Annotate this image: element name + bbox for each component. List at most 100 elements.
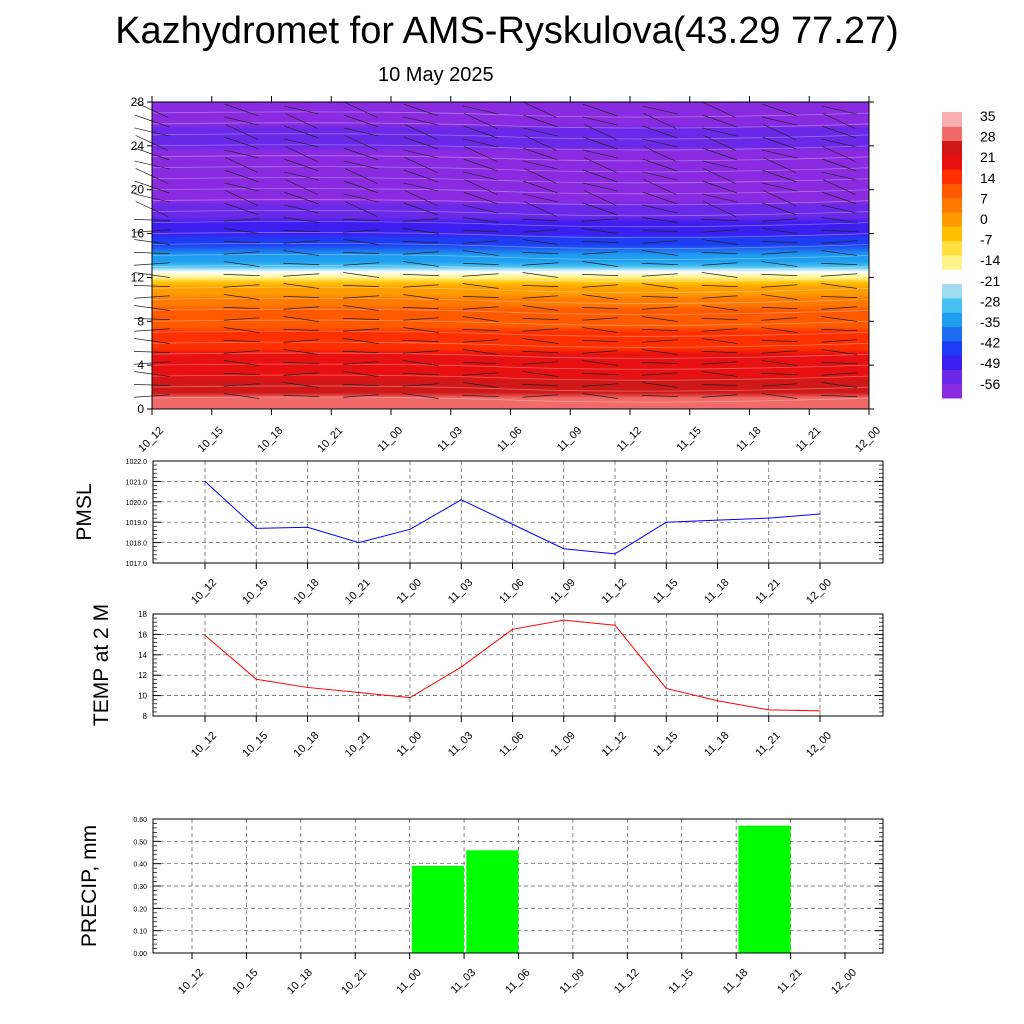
wind-barb (403, 169, 439, 183)
heatmap-x-tick-label: 11_15 (674, 425, 704, 455)
wind-barb (582, 294, 618, 300)
wind-barb (224, 202, 259, 216)
wind-barb (641, 306, 678, 310)
pmsl-x-tick-label: 11_15 (651, 577, 681, 607)
wind-barb (641, 362, 678, 364)
wind-barb (701, 272, 738, 278)
wind-barb (522, 193, 558, 203)
wind-barb (761, 284, 798, 288)
heatmap-x-tick-label: 12_00 (853, 425, 883, 455)
temp2m-x-tick-label: 11_06 (497, 730, 527, 760)
wind-barb (462, 240, 499, 244)
temp2m-y-tick-label: 18 (138, 610, 147, 619)
wind-barb (344, 135, 378, 151)
pmsl-y-tick-label: 1017.0 (126, 561, 148, 568)
precip-x-tick-label: 11_18 (721, 967, 751, 997)
temp2m-y-axis-title: TEMP at 2 M (90, 604, 113, 726)
heatmap-y-tick-label: 12 (131, 270, 145, 284)
wind-barb (463, 125, 498, 139)
wind-barb (403, 228, 439, 234)
wind-barb (761, 327, 798, 333)
wind-barb (344, 168, 378, 184)
pmsl-point (614, 553, 616, 555)
wind-barb (582, 169, 618, 183)
contour-line (151, 374, 870, 381)
wind-barb (343, 338, 379, 344)
heatmap-x-tick-label: 11_12 (615, 425, 645, 455)
wind-barb (643, 179, 677, 195)
temp2m-point (819, 710, 821, 712)
wind-barb (462, 372, 499, 376)
heatmap-y-tick-label: 24 (131, 139, 145, 153)
wind-barb (701, 229, 738, 233)
precip-x-tick-label: 11_12 (612, 967, 642, 997)
heatmap-panel: 0 4 8 12 16 20 24 28 10_12 10_15 10_18 10_21 11_00 11… (131, 95, 883, 455)
wind-barb (462, 217, 499, 223)
pmsl-x-tick-label: 12_00 (804, 577, 834, 607)
colorbar-swatch (942, 169, 962, 184)
colorbar-label: -56 (980, 376, 1000, 392)
wind-barb (761, 294, 798, 300)
wind-barb (223, 274, 260, 276)
wind-barb (223, 218, 260, 222)
wind-barb (463, 204, 499, 214)
precip-x-tick-label: 11_03 (449, 967, 479, 997)
wind-barb (284, 125, 319, 139)
wind-barb (761, 350, 798, 354)
contour-line (151, 232, 870, 239)
colorbar-label: 7 (980, 190, 988, 206)
pmsl-x-tick-label: 11_06 (497, 577, 527, 607)
contour-line (151, 319, 870, 326)
wind-barb (225, 124, 259, 140)
temp2m-point (255, 678, 257, 680)
colorbar-label: -14 (980, 252, 1000, 268)
wind-barb (822, 146, 856, 162)
wind-barb (223, 307, 260, 309)
wind-barb (224, 116, 260, 126)
plot-frame (152, 460, 884, 564)
wind-barb (283, 296, 320, 298)
wind-barb (403, 294, 439, 300)
wind-barb (343, 147, 379, 161)
temp2m-point (306, 686, 309, 689)
wind-barb (463, 138, 499, 148)
wind-barb (641, 296, 678, 298)
plot-frame (152, 613, 884, 717)
wind-barb (642, 191, 678, 205)
pmsl-y-tick-label: 1018.0 (126, 541, 148, 548)
wind-barb (642, 138, 678, 148)
wind-barb (343, 272, 379, 278)
wind-barb (283, 349, 320, 355)
wind-barb (224, 103, 259, 117)
contour-line (151, 199, 870, 206)
wind-barb (761, 116, 797, 126)
contour-line (151, 385, 870, 392)
wind-barb (761, 182, 797, 192)
wind-barb (343, 114, 379, 128)
wind-barb (223, 261, 260, 267)
wind-barb (643, 146, 677, 162)
wind-barb (284, 113, 318, 129)
temp2m-y-tick-label: 12 (138, 671, 147, 680)
temp2m-x-tick-label: 10_12 (189, 730, 219, 760)
pmsl-x-tick-label: 11_03 (446, 577, 476, 607)
wind-barb (701, 328, 738, 332)
wind-barb (402, 251, 439, 255)
pmsl-point (255, 527, 257, 529)
colorbar-swatch (942, 255, 962, 270)
wind-barb (523, 102, 557, 118)
wind-barb (582, 340, 619, 342)
wind-barb (223, 317, 260, 321)
wind-barb (821, 250, 857, 256)
wind-barb (701, 371, 738, 377)
wind-barb (761, 149, 797, 159)
wind-barb (643, 113, 677, 129)
wind-barb (641, 395, 678, 397)
temp2m-point (768, 709, 770, 711)
wind-barb (522, 295, 559, 299)
colorbar-swatch (942, 197, 962, 213)
wind-barb (762, 136, 797, 150)
plot-background (153, 614, 883, 716)
wind-barb (822, 113, 856, 129)
colorbar-label: 14 (980, 170, 996, 186)
